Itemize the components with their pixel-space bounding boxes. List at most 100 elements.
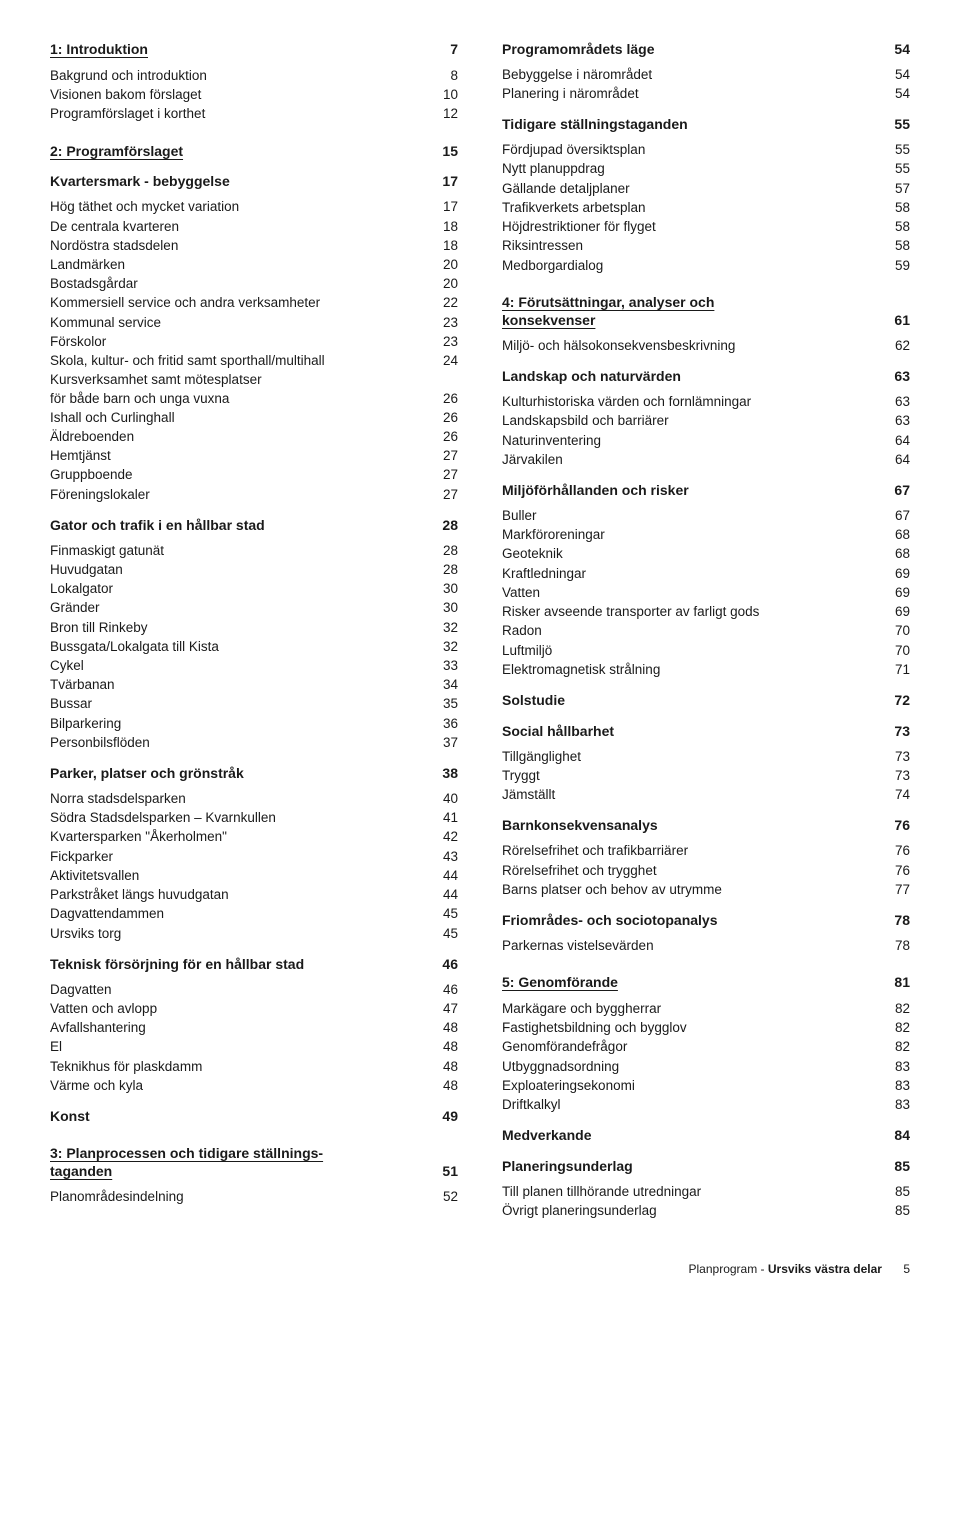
toc-item-label: Ursviks torg [50,925,121,943]
toc-entry: Parkernas vistelsevärden78 [502,937,910,955]
toc-page-number: 15 [432,142,458,161]
toc-entry: Risker avseende transporter av farligt g… [502,603,910,621]
toc-item-label: Huvudgatan [50,561,123,579]
toc-page-number: 47 [433,1000,458,1018]
toc-entry: Förskolor23 [50,333,458,351]
toc-item-label: Förskolor [50,333,106,351]
toc-page-number: 69 [885,603,910,621]
toc-entry: Norra stadsdelsparken40 [50,790,458,808]
toc-entry: Höjdrestriktioner för flyget 58 [502,218,910,236]
toc-item-label: Landskapsbild och barriärer [502,412,669,430]
toc-page-number: 54 [884,40,910,59]
toc-page-number: 51 [432,1162,458,1180]
toc-item-label: Cykel [50,657,84,675]
toc-section-title: 1: Introduktion [50,40,154,59]
toc-page-number: 63 [885,412,910,430]
toc-entry: Konst49 [50,1107,458,1126]
toc-page-number: 23 [433,314,458,332]
toc-item-label: Nytt planuppdrag [502,160,605,178]
toc-entry: Buller67 [502,507,910,525]
toc-page-number: 26 [433,409,458,427]
toc-entry: Vatten och avlopp47 [50,1000,458,1018]
toc-page-number: 24 [433,352,458,370]
toc-entry: Markföroreningar68 [502,526,910,544]
toc-page-number: 18 [433,218,458,236]
toc-item-label: Kvartersparken "Åkerholmen" [50,828,227,846]
toc-entry: Dagvattendammen45 [50,905,458,923]
toc-item-label: för både barn och unga vuxna [50,390,229,408]
toc-page-number: 26 [433,390,458,408]
toc-page-number: 45 [433,925,458,943]
toc-item-label: Aktivitetsvallen [50,867,139,885]
toc-entry: Miljö- och hälsokonsekvensbeskrivning62 [502,337,910,355]
toc-page-number: 54 [885,85,910,103]
toc-page-number: 30 [433,599,458,617]
toc-columns: 1: Introduktion7Bakgrund och introduktio… [50,40,910,1221]
toc-page-number: 69 [885,565,910,583]
toc-entry: Bostadsgårdar20 [50,275,458,293]
toc-item-label: Planering i närområdet [502,85,639,103]
toc-item-label: Hög täthet och mycket variation [50,198,239,216]
toc-entry: 3: Planprocessen och tidigare ställnings… [50,1144,458,1180]
toc-page-number: 76 [884,816,910,835]
toc-item-label: Övrigt planeringsunderlag [502,1202,657,1220]
toc-page-number: 83 [885,1058,910,1076]
toc-page-number: 72 [884,691,910,710]
toc-page-number: 28 [433,542,458,560]
toc-entry: Tvärbanan34 [50,676,458,694]
toc-entry: Utbyggnadsordning83 [502,1058,910,1076]
toc-page-number: 58 [885,218,910,236]
toc-page-number: 32 [433,619,458,637]
toc-entry: Landmärken20 [50,256,458,274]
toc-page-number: 59 [885,257,910,275]
toc-page-number: 76 [885,842,910,860]
toc-item-label: Bussar [50,695,92,713]
toc-item-label: Kommersiell service och andra verksamhet… [50,294,320,312]
toc-entry: Till planen tillhörande utredningar85 [502,1183,910,1201]
toc-item-label: Rörelsefrihet och trafikbarriärer [502,842,688,860]
toc-entry: Kursverksamhet samt mötesplatserför både… [50,371,458,407]
toc-subheading: Planeringsunderlag [502,1157,633,1176]
toc-entry: Kommersiell service och andra verksamhet… [50,294,458,312]
toc-page-number: 69 [885,584,910,602]
toc-page-number: 10 [433,86,458,104]
toc-entry: Friområdes- och sociotopanalys78 [502,911,910,930]
toc-entry: Fickparker43 [50,848,458,866]
toc-entry: Nytt planuppdrag55 [502,160,910,178]
toc-item-label: Föreningslokaler [50,486,150,504]
toc-item-label: Gruppboende [50,466,133,484]
toc-entry: Bilparkering36 [50,715,458,733]
toc-page-number: 44 [433,886,458,904]
toc-item-label: Barns platser och behov av utrymme [502,881,722,899]
toc-item-label: Vatten [502,584,540,602]
toc-column-left: 1: Introduktion7Bakgrund och introduktio… [50,40,458,1221]
toc-page-number: 85 [885,1183,910,1201]
toc-item-label: Fickparker [50,848,113,866]
toc-subheading: Gator och trafik i en hållbar stad [50,516,265,535]
toc-entry: Medverkande84 [502,1126,910,1145]
toc-entry: Hög täthet och mycket variation17 [50,198,458,216]
toc-item-label: Höjdrestriktioner för flyget [502,218,656,236]
toc-item-label: Markägare och byggherrar [502,1000,661,1018]
toc-entry: Gränder30 [50,599,458,617]
toc-page-number: 52 [433,1188,458,1206]
toc-entry: Kraftledningar69 [502,565,910,583]
toc-page-number: 48 [433,1077,458,1095]
toc-item-label: Markföroreningar [502,526,605,544]
toc-page-number: 57 [885,180,910,198]
page-footer: Planprogram - Ursviks västra delar 5 [50,1261,910,1277]
toc-entry: Jämställt74 [502,786,910,804]
toc-page-number: 71 [885,661,910,679]
toc-entry: Parker, platser och grönstråk38 [50,764,458,783]
toc-entry: Barnkonsekvensanalys76 [502,816,910,835]
footer-doc-label: Planprogram - [689,1262,768,1276]
toc-page-number: 41 [433,809,458,827]
toc-section-title: 4: Förutsättningar, analyser och [502,294,720,310]
toc-entry: Avfallshantering48 [50,1019,458,1037]
toc-subheading: Konst [50,1107,90,1126]
toc-entry: Ishall och Curlinghall26 [50,409,458,427]
toc-page-number: 18 [433,237,458,255]
toc-page-number: 28 [432,516,458,535]
toc-page-number: 33 [433,657,458,675]
toc-page-number: 70 [885,622,910,640]
